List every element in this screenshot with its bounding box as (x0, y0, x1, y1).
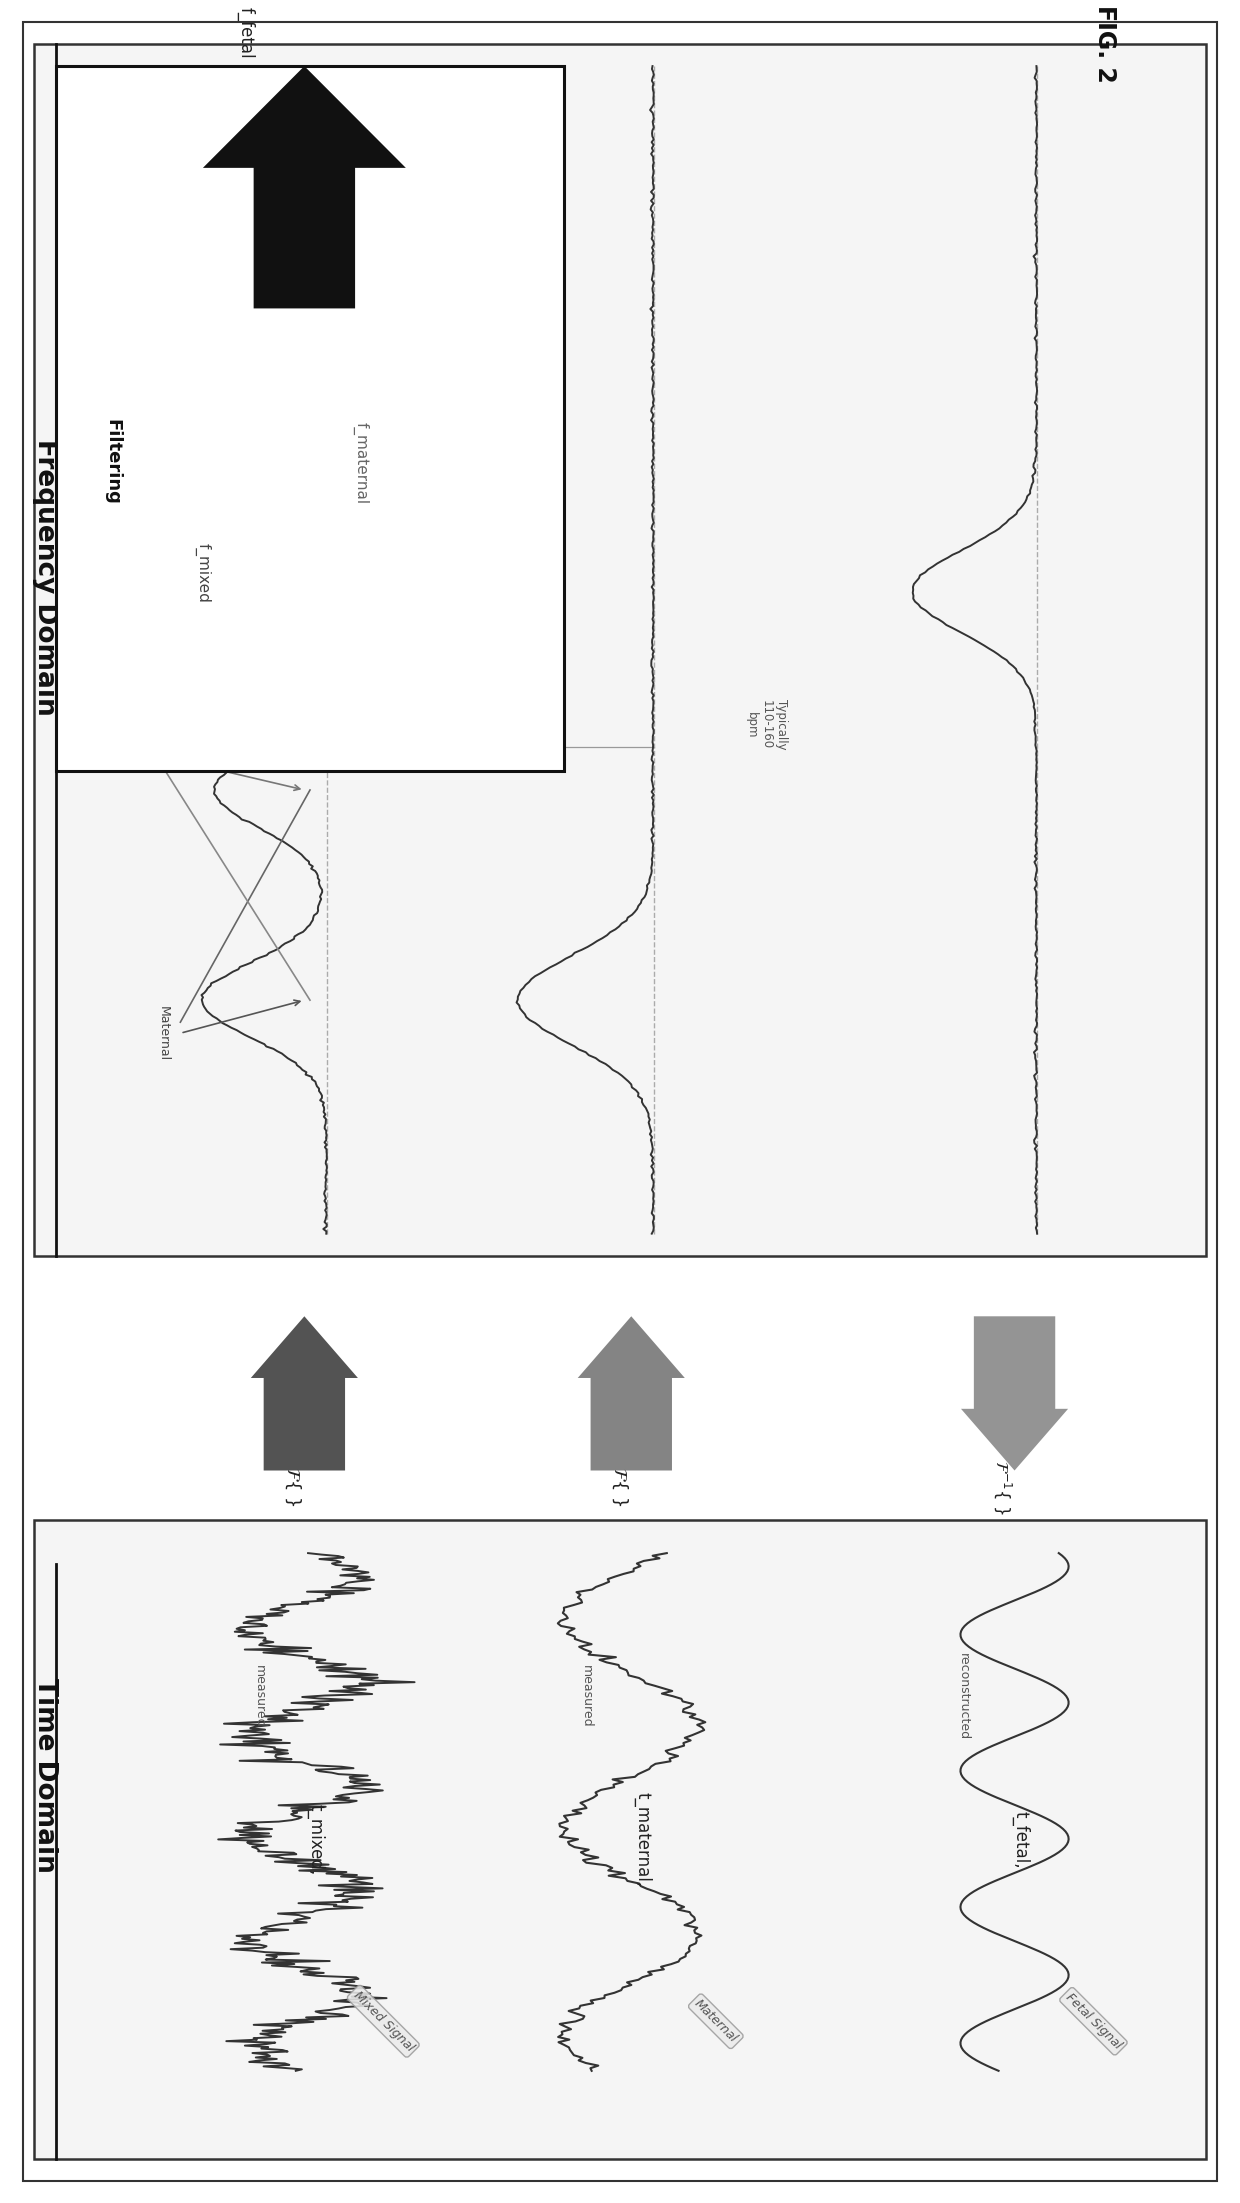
Polygon shape (33, 44, 1207, 1256)
Text: t_fetal,: t_fetal, (1011, 1811, 1029, 1868)
Text: t_maternal,: t_maternal, (634, 1791, 652, 1888)
Text: Fetal: Fetal (140, 742, 153, 771)
Text: FIG. 2: FIG. 2 (1092, 4, 1117, 84)
Text: $\mathcal{F}${ }: $\mathcal{F}${ } (283, 1467, 303, 1507)
Text: Filtering: Filtering (104, 419, 122, 504)
Text: Fetal Signal: Fetal Signal (1063, 1992, 1123, 2051)
Polygon shape (250, 1315, 358, 1472)
Text: Maternal: Maternal (157, 1005, 170, 1062)
Text: t_mixed,: t_mixed, (306, 1804, 325, 1875)
Text: f_fetal: f_fetal (237, 7, 255, 59)
Polygon shape (56, 66, 564, 771)
Polygon shape (33, 1520, 1207, 2159)
Text: f_mixed: f_mixed (195, 542, 211, 604)
Polygon shape (203, 66, 405, 308)
Text: reconstructed: reconstructed (957, 1652, 971, 1740)
Text: Mixed Signal: Mixed Signal (351, 1989, 415, 2053)
Text: Typically
110-160
bpm: Typically 110-160 bpm (745, 701, 789, 749)
Polygon shape (578, 1315, 684, 1472)
Text: Frequency Domain: Frequency Domain (32, 438, 58, 716)
Text: $\mathcal{F}^{-1}${ }: $\mathcal{F}^{-1}${ } (992, 1461, 1014, 1513)
Text: Maternal: Maternal (692, 1998, 740, 2044)
Text: measured: measured (253, 1665, 265, 1727)
Text: Typically
60-100
bpm: Typically 60-100 bpm (464, 676, 506, 727)
Text: Time Domain: Time Domain (32, 1679, 58, 1873)
Text: $\mathcal{F}${ }: $\mathcal{F}${ } (610, 1467, 630, 1507)
Text: f_maternal: f_maternal (352, 421, 368, 504)
Text: measured: measured (579, 1665, 593, 1727)
Polygon shape (961, 1315, 1068, 1472)
